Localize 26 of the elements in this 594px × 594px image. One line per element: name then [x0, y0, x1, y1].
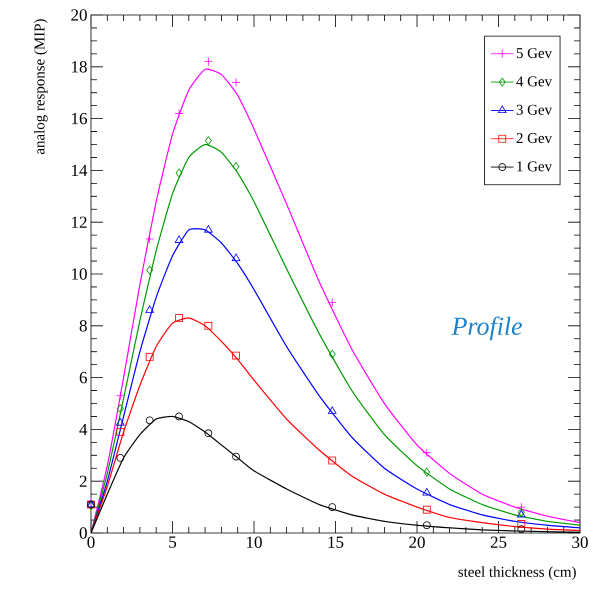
- x-tick-label: 25: [490, 536, 506, 548]
- y-axis-title: analog response (MIP): [34, 19, 48, 154]
- x-tick-label: 0: [87, 536, 95, 548]
- legend-label: 5 Gev: [516, 48, 552, 58]
- y-tick-label: 0: [80, 527, 87, 539]
- y-tick-label: 6: [80, 372, 87, 384]
- y-tick-label: 20: [71, 9, 87, 21]
- x-tick-label: 20: [409, 536, 425, 548]
- x-tick-label: 5: [169, 536, 176, 548]
- y-tick-label: 12: [72, 216, 87, 228]
- y-tick-label: 8: [80, 320, 87, 332]
- y-tick-label: 2: [80, 476, 87, 487]
- y-tick-label: 16: [72, 112, 87, 124]
- y-tick-label: 10: [72, 268, 87, 280]
- legend-label: 4 Gev: [516, 76, 552, 86]
- y-tick-label: 4: [79, 424, 88, 435]
- x-tick-label: 15: [328, 536, 344, 548]
- annotation: Profile: [451, 316, 522, 340]
- legend-label: 3 Gev: [516, 104, 552, 115]
- legend-label: 2 Gev: [516, 133, 552, 144]
- legend-label: 1 Gev: [517, 161, 552, 172]
- y-tick-label: 14: [72, 164, 88, 176]
- x-tick-label: 30: [572, 536, 588, 548]
- x-tick-label: 10: [247, 536, 262, 548]
- y-tick-label: 18: [72, 61, 87, 73]
- x-axis-title: steel thickness (cm): [458, 566, 576, 580]
